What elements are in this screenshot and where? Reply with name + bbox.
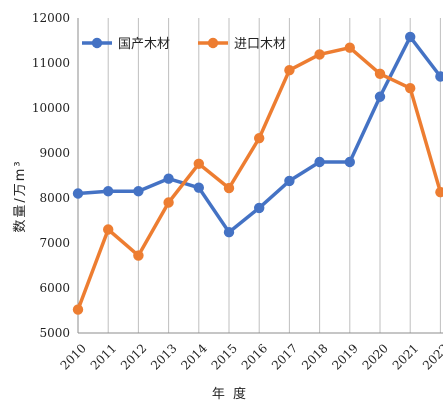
series-1-point-2013 [163,173,174,184]
series-2-point-2012 [133,250,144,261]
series-1-point-2015 [223,227,235,238]
series-1-point-2016 [254,202,265,214]
x-axis-title: 年 度 [212,386,248,402]
series-1-point-2022 [435,71,443,82]
series-2-point-2013 [163,197,174,208]
y-tick-label-12000: 12000 [32,11,70,25]
series-1-point-2010 [72,188,84,199]
series-2-point-2014 [193,158,204,169]
x-tick-label-2016: 2016 [239,341,270,372]
x-tick-label-2021: 2021 [390,341,421,372]
series-1-point-2019 [344,156,355,168]
y-tick-label-10000: 10000 [32,101,70,115]
series-2-point-2017 [284,65,295,76]
series [72,31,443,315]
series-1-point-2018 [314,156,325,168]
series-1-point-2012 [133,186,144,197]
series-2-point-2019 [344,42,355,53]
y-tick-label-8000: 8000 [39,191,70,205]
legend-label-1: 国产木材 [118,37,170,52]
x-tick-label-2014: 2014 [178,341,210,373]
x-tick-label-2022: 2022 [420,341,443,372]
series-2-point-2015 [223,182,235,194]
series-1-point-2020 [374,91,386,102]
x-tick-label-2017: 2017 [269,341,300,372]
series-1-point-2014 [193,182,204,193]
x-tick-label-2020: 2020 [360,341,391,372]
y-axis-title: 数量/万m³ [13,159,28,232]
legend: 国产木材 进口木材 [82,37,286,52]
x-tick-label-2012: 2012 [118,341,149,372]
x-tick-label-2013: 2013 [148,341,179,372]
y-tick-label-5000: 5000 [39,326,70,340]
series-1-point-2011 [103,186,114,197]
x-tick-label-2015: 2015 [209,341,240,372]
series-2-point-2018 [314,49,325,60]
x-tick-label-2011: 2011 [88,341,119,372]
series-2-point-2022 [435,186,443,198]
x-tick-label-2018: 2018 [299,341,330,372]
series-2-point-2021 [405,83,416,94]
y-tick-label-11000: 11000 [32,56,70,70]
legend-marker-1 [91,37,103,49]
series-2-point-2011 [103,224,114,235]
legend-label-2: 进口木材 [234,37,286,52]
series-1-point-2021 [405,31,416,43]
series-2-point-2016 [254,132,265,144]
y-tick-label-9000: 9000 [39,146,70,160]
series-1-point-2017 [284,175,295,187]
x-tick-label-2010: 2010 [58,341,89,372]
x-tick-label-2019: 2019 [329,341,360,372]
grid [77,18,441,333]
series-2-point-2020 [374,68,386,80]
y-tick-label-6000: 6000 [39,281,70,295]
series-2-point-2010 [72,304,84,315]
legend-marker-2 [207,37,219,49]
y-tick-label-7000: 7000 [39,236,70,250]
